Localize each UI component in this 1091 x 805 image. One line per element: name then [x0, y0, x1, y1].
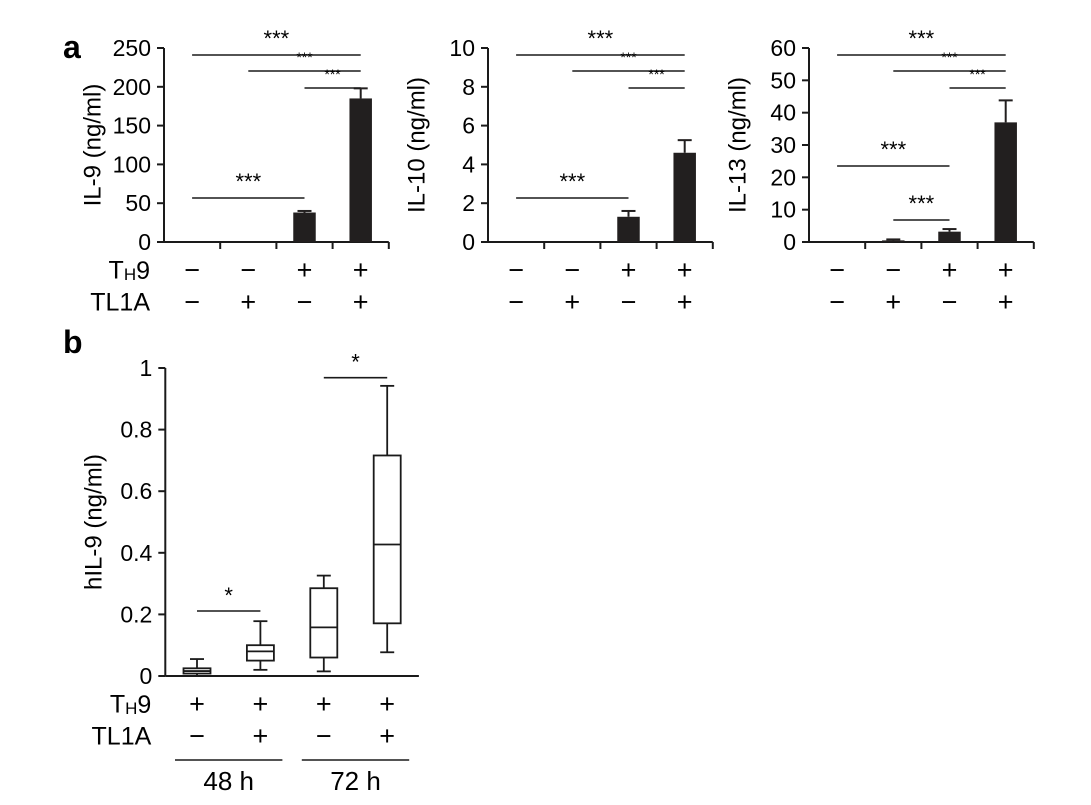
svg-text:+: +	[621, 255, 637, 285]
svg-text:10: 10	[449, 35, 475, 61]
svg-text:***: ***	[588, 26, 614, 51]
svg-text:+: +	[885, 287, 901, 317]
svg-text:20: 20	[770, 164, 796, 190]
svg-text:***: ***	[941, 49, 958, 65]
svg-text:+: +	[564, 287, 580, 317]
svg-text:−: −	[297, 287, 313, 317]
svg-text:***: ***	[324, 66, 341, 82]
svg-text:+: +	[353, 255, 369, 285]
svg-text:+: +	[240, 287, 256, 317]
svg-text:TL1A: TL1A	[90, 289, 150, 317]
svg-text:150: 150	[113, 113, 151, 139]
svg-text:−: −	[184, 255, 200, 285]
svg-text:0: 0	[462, 229, 475, 255]
svg-text:TH9: TH9	[109, 257, 150, 285]
svg-text:−: −	[885, 255, 901, 285]
svg-text:0.2: 0.2	[120, 601, 152, 627]
svg-text:−: −	[942, 287, 958, 317]
svg-text:+: +	[942, 255, 958, 285]
svg-text:0.6: 0.6	[120, 478, 152, 504]
svg-text:200: 200	[113, 74, 151, 100]
svg-text:***: ***	[235, 169, 261, 194]
svg-text:250: 250	[113, 35, 151, 61]
svg-text:***: ***	[969, 66, 986, 82]
svg-text:+: +	[677, 255, 693, 285]
svg-text:0: 0	[783, 229, 796, 255]
svg-text:−: −	[189, 721, 205, 751]
svg-text:2: 2	[462, 190, 475, 216]
svg-text:+: +	[998, 287, 1014, 317]
svg-text:+: +	[253, 721, 269, 751]
svg-text:IL-9 (ng/ml): IL-9 (ng/ml)	[79, 84, 106, 207]
svg-text:TL1A: TL1A	[92, 723, 152, 751]
svg-text:IL-13 (ng/ml): IL-13 (ng/ml)	[724, 77, 751, 213]
svg-text:***: ***	[559, 169, 585, 194]
svg-text:10: 10	[770, 197, 796, 223]
svg-text:***: ***	[264, 26, 290, 51]
svg-text:−: −	[508, 287, 524, 317]
svg-text:−: −	[316, 721, 332, 751]
svg-text:−: −	[621, 287, 637, 317]
svg-text:*: *	[224, 583, 233, 608]
svg-text:6: 6	[462, 113, 475, 139]
svg-text:***: ***	[880, 137, 906, 162]
svg-text:hIL-9 (ng/ml): hIL-9 (ng/ml)	[81, 454, 108, 590]
svg-text:72 h: 72 h	[330, 766, 381, 796]
svg-text:40: 40	[770, 100, 796, 126]
svg-text:8: 8	[462, 74, 475, 100]
svg-text:TH9: TH9	[110, 691, 151, 719]
svg-text:+: +	[379, 721, 395, 751]
svg-text:−: −	[829, 287, 845, 317]
svg-text:−: −	[564, 255, 580, 285]
svg-text:1: 1	[140, 355, 153, 381]
svg-text:0: 0	[138, 229, 151, 255]
svg-text:+: +	[379, 689, 395, 719]
svg-text:−: −	[508, 255, 524, 285]
svg-text:50: 50	[125, 190, 151, 216]
svg-text:a: a	[63, 29, 81, 65]
svg-text:50: 50	[770, 67, 796, 93]
svg-text:*: *	[351, 350, 360, 375]
svg-text:***: ***	[909, 191, 935, 216]
svg-text:+: +	[353, 287, 369, 317]
svg-text:IL-10 (ng/ml): IL-10 (ng/ml)	[403, 77, 430, 213]
svg-text:0.8: 0.8	[120, 417, 152, 443]
svg-text:b: b	[63, 324, 83, 360]
svg-text:4: 4	[462, 151, 475, 177]
svg-text:+: +	[297, 255, 313, 285]
svg-text:+: +	[677, 287, 693, 317]
svg-text:***: ***	[620, 49, 637, 65]
svg-text:+: +	[189, 689, 205, 719]
svg-text:+: +	[253, 689, 269, 719]
svg-text:+: +	[998, 255, 1014, 285]
svg-text:***: ***	[648, 66, 665, 82]
svg-text:60: 60	[770, 35, 796, 61]
svg-text:100: 100	[113, 151, 151, 177]
svg-text:***: ***	[909, 26, 935, 51]
svg-text:0: 0	[140, 663, 153, 689]
svg-text:***: ***	[296, 49, 313, 65]
svg-text:48 h: 48 h	[203, 766, 254, 796]
svg-text:+: +	[316, 689, 332, 719]
svg-text:0.4: 0.4	[120, 540, 152, 566]
svg-text:−: −	[829, 255, 845, 285]
svg-text:−: −	[240, 255, 256, 285]
svg-text:30: 30	[770, 132, 796, 158]
svg-text:−: −	[184, 287, 200, 317]
